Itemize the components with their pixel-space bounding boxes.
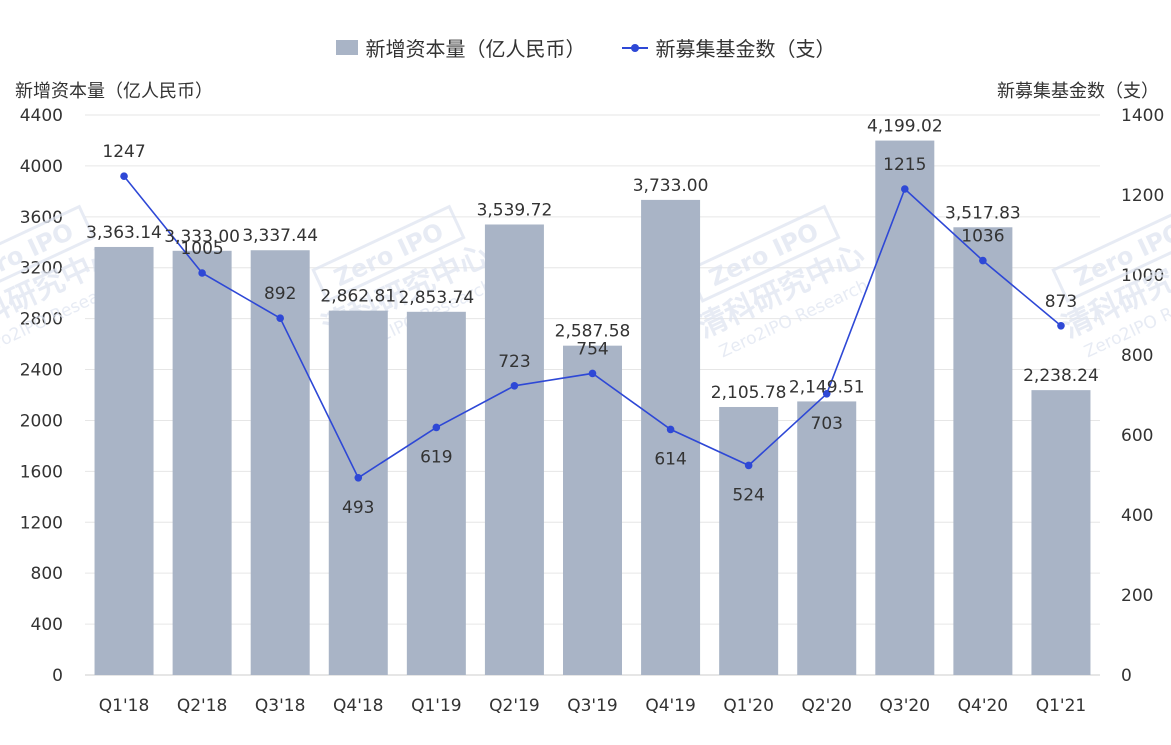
bar xyxy=(406,311,466,675)
bar xyxy=(484,224,544,676)
line-point xyxy=(120,172,128,180)
line-data-label: 614 xyxy=(654,449,686,469)
y-right-tick-label: 200 xyxy=(1121,586,1153,606)
line-point xyxy=(822,390,831,398)
chart-legend: 新增资本量（亿人民币） 新募集基金数（支） xyxy=(0,33,1171,62)
x-tick-label: Q4'19 xyxy=(645,696,696,716)
x-tick-label: Q1'20 xyxy=(723,696,774,716)
y-left-tick-label: 0 xyxy=(52,666,63,686)
bar xyxy=(953,227,1013,675)
bar-data-label: 2,862.81 xyxy=(320,287,396,307)
bar xyxy=(875,140,935,675)
y-right-axis-title: 新募集基金数（支） xyxy=(997,81,1159,102)
legend-swatch-bar xyxy=(335,40,358,55)
y-right-tick-label: 400 xyxy=(1121,506,1153,526)
bar xyxy=(719,406,779,675)
line-data-label: 1005 xyxy=(180,239,223,259)
y-left-tick-label: 3600 xyxy=(20,208,63,228)
y-right-tick-label: 600 xyxy=(1121,426,1153,446)
x-tick-label: Q1'21 xyxy=(1036,696,1087,716)
y-left-axis-title: 新增资本量（亿人民币） xyxy=(15,81,213,102)
bar-data-label: 2,587.58 xyxy=(555,322,631,342)
line-data-label: 619 xyxy=(420,447,452,467)
y-left-tick-label: 2000 xyxy=(20,411,63,431)
line-data-label: 1247 xyxy=(102,142,145,162)
x-tick-label: Q2'20 xyxy=(801,696,852,716)
bar xyxy=(641,199,701,675)
y-right-tick-label: 0 xyxy=(1121,666,1132,686)
x-tick-label: Q1'19 xyxy=(411,696,462,716)
bar-data-label: 2,853.74 xyxy=(398,288,474,308)
line-point xyxy=(354,474,363,482)
line-data-label: 493 xyxy=(342,498,374,518)
line-data-label: 703 xyxy=(811,414,843,434)
line-point xyxy=(198,269,206,277)
line-point xyxy=(901,185,909,193)
line-point xyxy=(1057,322,1065,330)
bar-data-label: 3,363.14 xyxy=(86,223,162,243)
line-data-label: 1215 xyxy=(883,155,926,175)
line-point xyxy=(666,425,675,434)
bar xyxy=(1031,390,1091,675)
x-tick-label: Q4'18 xyxy=(333,696,384,716)
bar-data-label: 3,539.72 xyxy=(477,200,553,220)
y-left-tick-label: 4000 xyxy=(20,157,63,177)
bar xyxy=(172,250,232,676)
y-left-tick-label: 1200 xyxy=(20,513,63,533)
line-point xyxy=(276,314,284,323)
bar xyxy=(250,250,310,675)
bar xyxy=(328,310,388,675)
y-left-tick-label: 800 xyxy=(31,564,63,584)
line-data-label: 873 xyxy=(1045,292,1077,312)
line-point xyxy=(588,369,597,378)
y-left-tick-label: 2800 xyxy=(20,310,63,330)
x-tick-label: Q4'20 xyxy=(958,696,1009,716)
x-tick-label: Q2'18 xyxy=(177,696,228,716)
line-point xyxy=(744,461,753,470)
legend-item-funds: 新募集基金数（支） xyxy=(621,33,836,62)
y-right-tick-label: 1200 xyxy=(1121,186,1164,206)
bar-data-label: 3,337.44 xyxy=(242,226,318,246)
legend-label-funds: 新募集基金数（支） xyxy=(655,37,836,61)
y-left-tick-label: 400 xyxy=(31,615,63,635)
bar-data-label: 3,333.00 xyxy=(164,227,240,247)
bar-data-label: 2,105.78 xyxy=(711,383,787,403)
legend-swatch-line xyxy=(621,43,648,52)
x-tick-label: Q3'20 xyxy=(880,696,931,716)
x-tick-label: Q1'18 xyxy=(99,696,150,716)
line-data-label: 524 xyxy=(732,485,764,505)
y-right-tick-label: 800 xyxy=(1121,346,1153,366)
bar-data-label: 3,733.00 xyxy=(633,176,709,196)
bar xyxy=(797,401,857,675)
line-point xyxy=(432,423,441,432)
line-data-label: 754 xyxy=(576,339,608,359)
legend-label-capital: 新增资本量（亿人民币） xyxy=(365,37,586,61)
bar-data-label: 4,199.02 xyxy=(867,117,943,137)
y-left-tick-label: 3200 xyxy=(20,259,63,279)
line-data-label: 1036 xyxy=(961,227,1004,247)
line-data-label: 723 xyxy=(498,352,530,372)
line-point xyxy=(510,382,519,390)
bar-data-label: 2,149.51 xyxy=(789,377,865,397)
bar-data-label: 2,238.24 xyxy=(1023,366,1099,386)
y-left-tick-label: 1600 xyxy=(20,462,63,482)
line-point xyxy=(979,256,987,265)
y-right-tick-label: 1400 xyxy=(1121,106,1164,126)
y-left-tick-label: 4400 xyxy=(20,106,63,126)
x-tick-label: Q3'19 xyxy=(567,696,618,716)
y-left-tick-label: 2400 xyxy=(20,361,63,381)
x-tick-label: Q3'18 xyxy=(255,696,306,716)
line-data-label: 892 xyxy=(264,284,296,304)
bar-data-label: 3,517.83 xyxy=(945,203,1021,223)
legend-item-capital: 新增资本量（亿人民币） xyxy=(335,33,586,62)
bar xyxy=(563,345,622,675)
bar xyxy=(94,246,154,676)
x-tick-label: Q2'19 xyxy=(489,696,540,716)
